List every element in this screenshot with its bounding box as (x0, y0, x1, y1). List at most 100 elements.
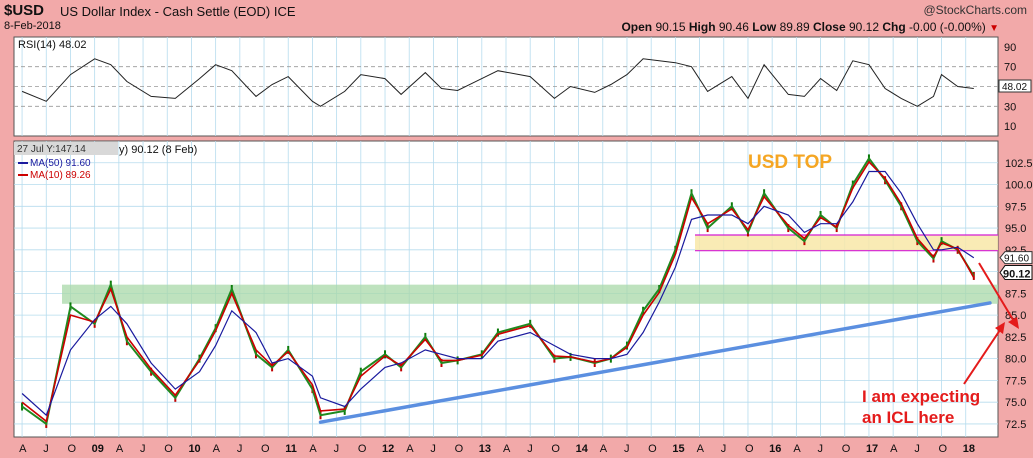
x-tick-label: 14 (576, 443, 589, 455)
price-legend: y) 90.12 (8 Feb) (119, 144, 197, 156)
ma50-value-tag: 91.60 (1004, 254, 1029, 265)
x-tick-label: J (624, 443, 630, 455)
x-tick-label: O (648, 443, 657, 455)
chart-date: 8-Feb-2018 (4, 20, 61, 32)
price-tick-label: 95.0 (1005, 223, 1026, 235)
x-tick-label: A (309, 443, 317, 455)
price-value-tag-box (999, 265, 1033, 281)
low-label: Low (752, 20, 777, 34)
rsi-tick-label: 70 (1004, 62, 1016, 74)
x-tick-label: A (19, 443, 27, 455)
x-tick-label: J (527, 443, 533, 455)
rsi-legend: RSI(14) 48.02 (18, 39, 86, 51)
x-tick-label: J (818, 443, 824, 455)
x-tick-label: 11 (285, 443, 297, 455)
symbol-description: US Dollar Index - Cash Settle (EOD) ICE (60, 4, 296, 19)
stockcharts-watermark: @StockCharts.com (923, 3, 1027, 17)
chg-label: Chg (882, 20, 906, 34)
price-tick-label: 82.5 (1005, 332, 1026, 344)
price-tick-label: 97.5 (1005, 201, 1026, 213)
tooltip-box (14, 142, 118, 155)
down-arrow (978, 262, 1016, 324)
x-tick-label: 15 (672, 443, 684, 455)
trendline (318, 301, 992, 424)
x-tick-label: J (721, 443, 727, 455)
price-tick-label: 85.0 (1005, 310, 1026, 322)
x-tick-label: O (455, 443, 464, 455)
x-tick-label: A (793, 443, 801, 455)
x-tick-label: A (890, 443, 898, 455)
x-tick-label: J (334, 443, 340, 455)
close-value: 90.12 (849, 20, 880, 34)
ma50-legend: MA(50) 91.60 (30, 158, 91, 169)
rsi-value-tag-box (998, 79, 1032, 93)
x-tick-label: O (164, 443, 173, 455)
price-axis: 72.575.077.580.082.585.087.590.092.595.0… (1005, 158, 1033, 431)
x-tick-label: 17 (866, 443, 878, 455)
ma10-line (21, 160, 975, 423)
icl-arrowhead (995, 322, 1005, 334)
price-tick-label: 75.0 (1005, 397, 1026, 409)
rsi-tick-label: 10 (1004, 121, 1016, 133)
ma50-line (21, 170, 975, 417)
x-tick-label: A (406, 443, 414, 455)
price-value-tag: 90.12 (1003, 269, 1031, 281)
x-tick-label: A (697, 443, 705, 455)
rsi-tick-label: 90 (1004, 42, 1016, 54)
x-tick-label: 13 (479, 443, 491, 455)
x-tick-label: A (213, 443, 221, 455)
price-tick-label: 80.0 (1005, 354, 1026, 366)
x-tick-label: J (914, 443, 920, 455)
x-tick-label: O (358, 443, 367, 455)
high-value: 90.46 (718, 20, 749, 34)
price-tick-label: 102.5 (1005, 158, 1033, 170)
support-zone (62, 284, 998, 304)
icl-annotation-line2: an ICL here (862, 408, 954, 427)
icl-annotation-line1: I am expecting (862, 387, 980, 406)
low-value: 89.89 (779, 20, 810, 34)
x-tick-label: O (939, 443, 948, 455)
x-tick-label: A (503, 443, 511, 455)
x-tick-label: J (430, 443, 436, 455)
open-label: Open (621, 20, 653, 34)
rsi-tick-label: 30 (1004, 101, 1016, 113)
x-tick-label: O (551, 443, 560, 455)
x-tick-label: A (116, 443, 124, 455)
symbol-label: $USD (4, 2, 45, 19)
x-tick-label: 09 (92, 443, 104, 455)
x-tick-label: O (67, 443, 76, 455)
rsi-grid (14, 37, 998, 136)
x-tick-label: O (842, 443, 851, 455)
x-tick-label: 18 (963, 443, 975, 455)
x-tick-label: O (261, 443, 270, 455)
high-label: High (688, 20, 716, 34)
x-tick-label: J (237, 443, 243, 455)
rsi-value-tag: 48.02 (1002, 82, 1027, 93)
x-tick-label: J (140, 443, 146, 455)
price-tick-label: 100.0 (1005, 180, 1033, 192)
down-arrowhead (1008, 317, 1019, 329)
ma50-value-tag-box (999, 251, 1033, 265)
x-tick-label: J (43, 443, 49, 455)
chg-value: -0.00 (-0.00%) (909, 20, 986, 34)
rsi-line (21, 58, 974, 107)
x-tick-label: 10 (188, 443, 200, 455)
icl-arrow (963, 326, 1003, 385)
x-axis: A J O 09 A J O 10 A J O 11 A J O 12 A J O 13 A J O 14 A J O 15 A J O 16… (19, 443, 975, 455)
tooltip-label: 27 Jul Y:147.14 (17, 144, 86, 155)
usd-top-annotation: USD TOP (748, 152, 832, 173)
close-label: Close (812, 20, 846, 34)
open-value: 90.15 (655, 20, 686, 34)
price-tick-label: 77.5 (1005, 375, 1026, 387)
ma10-legend: MA(10) 89.26 (30, 170, 91, 181)
x-tick-label: O (745, 443, 754, 455)
price-tick-label: 72.5 (1005, 419, 1026, 431)
x-tick-label: 12 (382, 443, 394, 455)
x-tick-label: A (600, 443, 608, 455)
x-tick-label: 16 (769, 443, 781, 455)
price-tick-label: 87.5 (1005, 288, 1026, 300)
ohlc-readout: Open 90.15 High 90.46 Low 89.89 Close 90… (621, 20, 999, 34)
chg-down-icon: ▼ (989, 23, 999, 34)
